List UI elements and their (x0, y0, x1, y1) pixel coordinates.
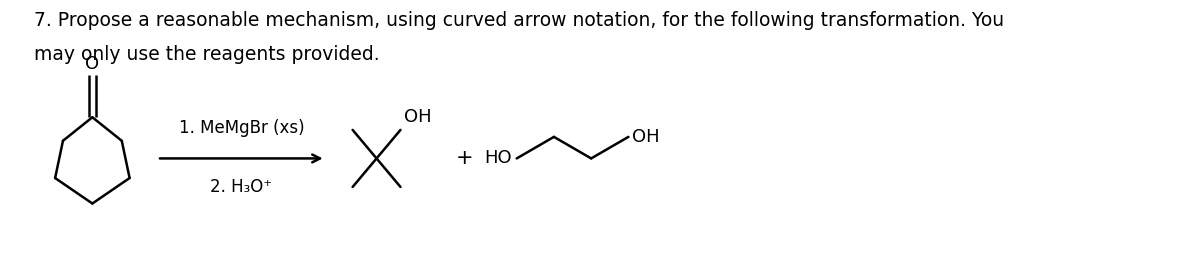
Text: HO: HO (484, 150, 512, 167)
Text: 7. Propose a reasonable mechanism, using curved arrow notation, for the followin: 7. Propose a reasonable mechanism, using… (34, 11, 1003, 31)
Text: may only use the reagents provided.: may only use the reagents provided. (34, 45, 379, 64)
Text: OH: OH (632, 128, 660, 146)
Text: O: O (85, 55, 100, 73)
Text: +: + (456, 149, 474, 168)
Text: 2. H₃O⁺: 2. H₃O⁺ (210, 178, 272, 196)
Text: OH: OH (404, 108, 432, 126)
Text: 1. MeMgBr (xs): 1. MeMgBr (xs) (179, 119, 304, 137)
